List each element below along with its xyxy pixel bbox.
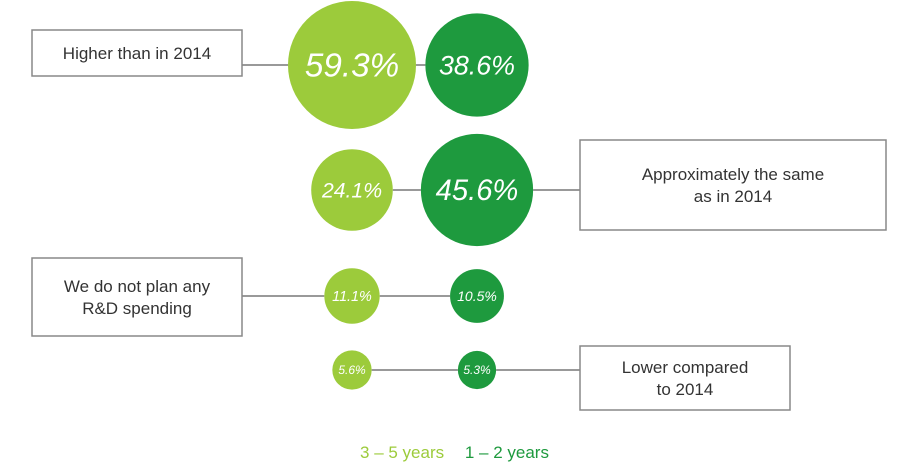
category-box [579, 139, 887, 231]
bubble-value-label: 10.5% [457, 288, 497, 304]
bubble-3-5-years [311, 149, 393, 231]
category-box [579, 345, 791, 411]
legend-item-1-2-years: 1 – 2 years [464, 443, 549, 462]
bubble-value-label: 11.1% [332, 289, 372, 305]
bubble-value-label: 24.1% [321, 179, 382, 202]
category-label: Approximately the same [642, 165, 824, 184]
legend-item-3-5-years: 3 – 5 years [360, 443, 445, 462]
category-label: R&D spending [82, 299, 192, 318]
bubble-value-label: 5.6% [338, 363, 366, 377]
category-label: Higher than in 2014 [63, 44, 211, 63]
bubble-3-5-years [324, 268, 380, 324]
bubble-3-5-years [332, 350, 372, 390]
category-label: Lower compared [622, 358, 749, 377]
bubble-3-5-years [288, 1, 416, 129]
bubble-1-2-years [425, 13, 529, 117]
bubble-1-2-years [450, 269, 504, 323]
bubble-1-2-years [420, 133, 534, 247]
bubble-value-label: 59.3% [305, 48, 399, 85]
category-label: as in 2014 [694, 187, 772, 206]
bubble-value-label: 45.6% [436, 175, 519, 207]
legend: 3 – 5 years 1 – 2 years [0, 443, 909, 463]
bubble-1-2-years [457, 350, 497, 390]
category-box [31, 257, 243, 337]
category-label: to 2014 [657, 380, 714, 399]
bubble-value-label: 38.6% [439, 50, 515, 80]
category-box [31, 29, 243, 77]
bubble-value-label: 5.3% [463, 363, 491, 377]
category-label: We do not plan any [64, 277, 211, 296]
